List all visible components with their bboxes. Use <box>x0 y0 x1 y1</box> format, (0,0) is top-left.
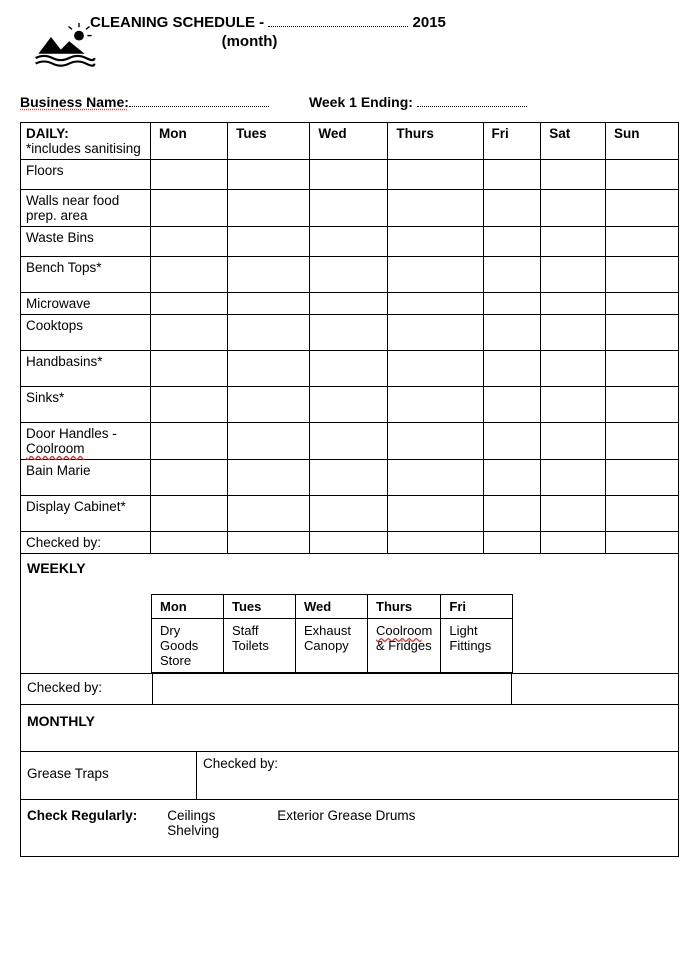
daily-header: DAILY: *includes sanitising <box>21 123 151 160</box>
weekly-checked-row: Checked by: <box>21 673 678 704</box>
day-fri: Fri <box>483 123 541 160</box>
day-sat: Sat <box>541 123 606 160</box>
row-walls: Walls near food prep. area <box>21 190 151 227</box>
regularly-col2: Exterior Grease Drums <box>277 808 415 838</box>
row-cooktops: Cooktops <box>21 315 151 351</box>
day-sun: Sun <box>605 123 678 160</box>
lower-block: WEEKLY Mon Tues Wed Thurs Fri Dry Goods … <box>20 554 679 857</box>
wk-task-staff-toilets: Staff Toilets <box>224 619 296 673</box>
daily-table: DAILY: *includes sanitising Mon Tues Wed… <box>20 122 679 554</box>
title-year: 2015 <box>408 14 446 31</box>
row-door-handles: Door Handles - Coolroom <box>21 423 151 460</box>
wk-tues: Tues <box>224 595 296 619</box>
logo-row <box>20 50 679 92</box>
row-display-cabinet: Display Cabinet* <box>21 496 151 532</box>
title-line: CLEANING SCHEDULE - 2015 <box>20 14 679 31</box>
row-bain-marie: Bain Marie <box>21 460 151 496</box>
regularly-row: Check Regularly: Ceilings Shelving Exter… <box>21 799 678 856</box>
row-checked-by: Checked by: <box>21 532 151 554</box>
wk-thurs: Thurs <box>368 595 441 619</box>
monthly-row: Grease Traps Checked by: <box>21 751 678 799</box>
day-mon: Mon <box>151 123 228 160</box>
title-pre: CLEANING SCHEDULE - <box>90 14 268 31</box>
row-bins: Waste Bins <box>21 227 151 257</box>
weekly-table: Mon Tues Wed Thurs Fri Dry Goods Store S… <box>151 594 513 673</box>
monthly-item: Grease Traps <box>21 752 196 799</box>
wk-fri: Fri <box>441 595 513 619</box>
wk-task-dry-goods: Dry Goods Store <box>152 619 224 673</box>
row-microwave: Microwave <box>21 293 151 315</box>
day-wed: Wed <box>310 123 388 160</box>
logo-icon <box>30 20 100 75</box>
row-sinks: Sinks* <box>21 387 151 423</box>
day-tues: Tues <box>228 123 310 160</box>
wk-wed: Wed <box>296 595 368 619</box>
weekly-checked-label: Checked by: <box>21 674 152 704</box>
wk-task-exhaust: Exhaust Canopy <box>296 619 368 673</box>
weekly-checked-cell[interactable] <box>152 674 512 704</box>
day-thurs: Thurs <box>388 123 483 160</box>
wk-task-light: Light Fittings <box>441 619 513 673</box>
row-handbasins: Handbasins* <box>21 351 151 387</box>
monthly-heading: MONTHLY <box>21 704 678 751</box>
week-ending-label: Week 1 Ending: <box>309 94 417 110</box>
month-label: (month) <box>20 33 679 50</box>
wk-mon: Mon <box>152 595 224 619</box>
row-bench: Bench Tops* <box>21 257 151 293</box>
row-floors: Floors <box>21 160 151 190</box>
monthly-checked-cell[interactable]: Checked by: <box>196 752 678 799</box>
wk-task-coolroom: Coolroom & Fridges <box>368 619 441 673</box>
business-name-label: Business Name: <box>20 94 129 110</box>
regularly-lead: Check Regularly: <box>27 808 137 838</box>
weekly-heading: WEEKLY <box>21 554 678 594</box>
info-row: Business Name: Week 1 Ending: <box>20 94 679 110</box>
regularly-col1: Ceilings Shelving <box>167 808 247 838</box>
